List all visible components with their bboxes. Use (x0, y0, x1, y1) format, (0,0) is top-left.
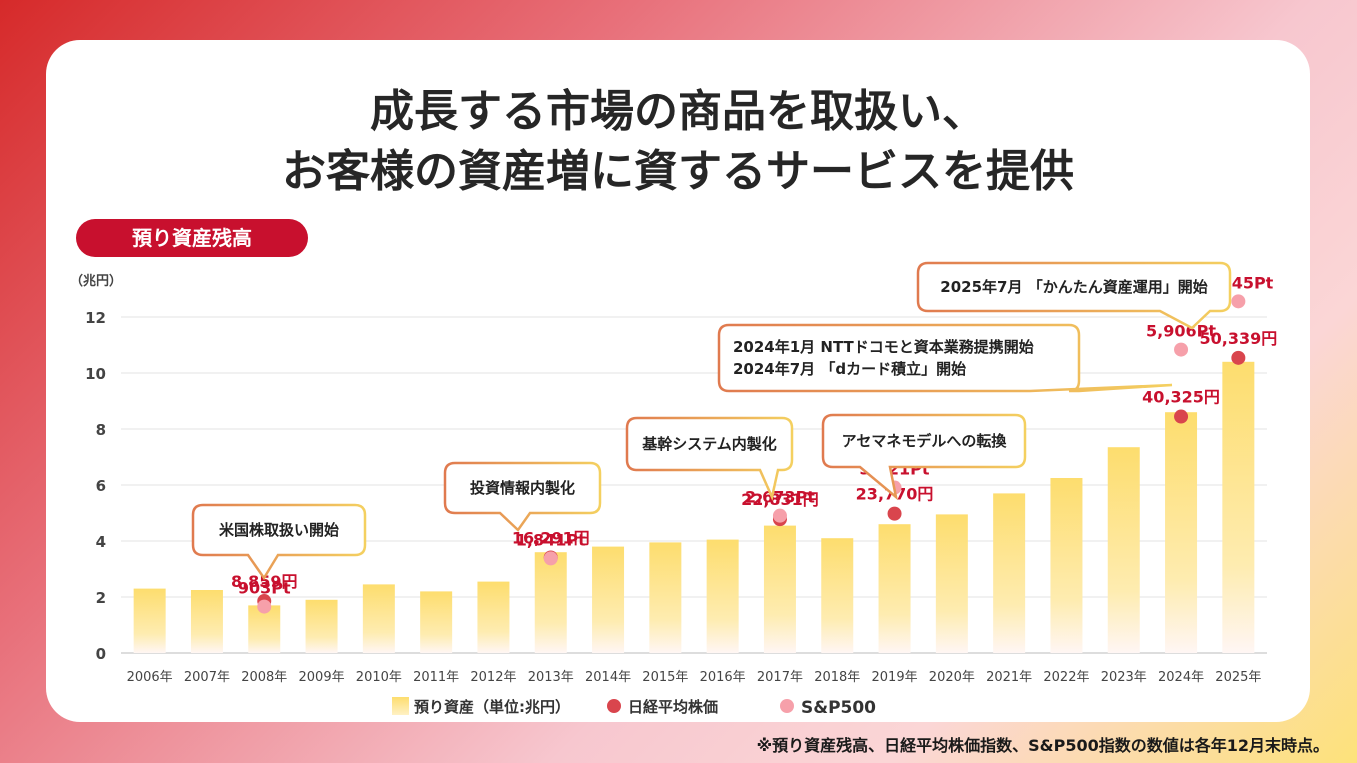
bar-2015年 (649, 542, 682, 653)
bar-2017年 (763, 525, 796, 653)
sp500-marker (772, 508, 787, 523)
bar-2025年 (1222, 361, 1255, 653)
title-line-1: 成長する市場の商品を取扱い、 (370, 86, 986, 137)
bar-2006年 (133, 588, 166, 653)
callout-box (625, 416, 794, 501)
x-tick-label: 2024年 (1158, 670, 1204, 685)
title-line-2: お客様の資産増に資するサービスを提供 (282, 146, 1074, 197)
bar-2010年 (362, 584, 395, 653)
callout-2025年: 2025年7月 「かんたん資産運用」開始 (916, 261, 1232, 330)
nikkei-label: 40,325円 (1142, 388, 1220, 407)
callout-text: 2024年7月 「dカード積立」開始 (733, 360, 966, 378)
bar-2020年 (935, 514, 968, 653)
bar-2007年 (190, 590, 223, 653)
callout-box (717, 323, 1173, 393)
sp500-label: 5,906Pt (1146, 322, 1216, 341)
callout-text: 基幹システム内製化 (641, 435, 777, 453)
y-tick-label: 6 (96, 477, 106, 495)
legend-sp500-swatch (780, 699, 794, 713)
nikkei-marker (1174, 409, 1189, 424)
bar-2023年 (1107, 447, 1140, 653)
sp500-label: 903Pt (238, 579, 291, 598)
bar-2022年 (1050, 478, 1083, 653)
callout-text: 2025年7月 「かんたん資産運用」開始 (940, 278, 1207, 296)
y-tick-label: 2 (96, 589, 106, 607)
nikkei-label: 50,339円 (1199, 329, 1277, 348)
callout-2008年: 米国株取扱い開始 (191, 503, 367, 581)
x-tick-label: 2010年 (356, 670, 402, 685)
x-tick-label: 2020年 (929, 670, 975, 685)
sp500-marker (257, 599, 272, 614)
bar-2019年 (878, 524, 911, 653)
callout-text: 2024年1月 NTTドコモと資本業務提携開始 (733, 338, 1034, 356)
callout-2013年: 投資情報内製化 (443, 461, 602, 532)
page-title: 成長する市場の商品を取扱い、 お客様の資産増に資するサービスを提供 (46, 82, 1310, 202)
y-tick-label: 8 (96, 421, 106, 439)
y-tick-label: 0 (96, 645, 106, 663)
x-tick-label: 2008年 (241, 670, 287, 685)
sp500-marker (1231, 294, 1246, 309)
bar-2021年 (993, 493, 1026, 653)
sp500-label: 1,841Pt (516, 530, 586, 549)
x-tick-label: 2007年 (184, 670, 230, 685)
y-tick-label: 4 (96, 533, 106, 551)
sp500-marker (543, 551, 558, 566)
legend-nikkei-label: 日経平均株価 (628, 698, 718, 716)
bar-2016年 (706, 539, 739, 653)
x-tick-label: 2022年 (1043, 670, 1089, 685)
callout-text: 米国株取扱い開始 (219, 521, 339, 539)
nikkei-label: 8,859円 (231, 572, 298, 591)
bar-2011年 (420, 591, 453, 653)
callout-box (821, 413, 1027, 501)
x-tick-label: 2021年 (986, 670, 1032, 685)
x-tick-label: 2014年 (585, 670, 631, 685)
legend-nikkei-swatch (607, 699, 621, 713)
y-tick-label: 10 (85, 365, 106, 383)
callout-box (443, 461, 602, 532)
y-axis-unit-label: （兆円） (70, 274, 123, 289)
x-tick-label: 2017年 (757, 670, 803, 685)
bar-2013年 (534, 552, 567, 653)
x-tick-label: 2025年 (1215, 670, 1261, 685)
nikkei-marker (887, 506, 902, 521)
nikkei-label: 16,291円 (512, 528, 590, 547)
y-tick-label: 12 (85, 309, 106, 327)
bar-2009年 (305, 599, 338, 653)
footnote: ※預り資産残高、日経平均株価指数、S&P500指数の数値は各年12月末時点。 (756, 736, 1329, 755)
x-tick-label: 2009年 (299, 670, 345, 685)
callout-2019年: アセマネモデルへの転換 (821, 413, 1027, 501)
x-tick-label: 2012年 (470, 670, 516, 685)
x-tick-label: 2019年 (872, 670, 918, 685)
bar-2024年 (1165, 412, 1198, 653)
x-tick-label: 2015年 (642, 670, 688, 685)
legend-bar-swatch (392, 697, 409, 715)
callout-text: アセマネモデルへの転換 (842, 432, 1008, 450)
bar-2014年 (592, 546, 625, 653)
callout-box (191, 503, 367, 581)
legend-bar-label: 預り資産（単位:兆円） (414, 698, 570, 716)
nikkei-marker (1231, 350, 1246, 365)
callout-box (916, 261, 1232, 330)
bar-2018年 (821, 538, 854, 653)
callout-text: 投資情報内製化 (470, 479, 575, 497)
nikkei-label: 22,831円 (741, 490, 819, 509)
x-tick-label: 2006年 (127, 670, 173, 685)
bar-2012年 (477, 581, 510, 653)
x-tick-label: 2018年 (814, 670, 860, 685)
x-tick-label: 2016年 (700, 670, 746, 685)
sp500-label: 2,673Pt (745, 488, 815, 507)
legend-sp500-label: S&P500 (801, 698, 876, 718)
callout-2024年: 2024年1月 NTTドコモと資本業務提携開始 2024年7月 「dカード積立」開… (717, 323, 1173, 393)
section-label: 預り資産残高 (76, 219, 308, 257)
x-tick-label: 2013年 (528, 670, 574, 685)
sp500-marker (1174, 342, 1189, 357)
callout-2017年: 基幹システム内製化 (625, 416, 794, 501)
x-tick-label: 2023年 (1101, 670, 1147, 685)
x-tick-label: 2011年 (413, 670, 459, 685)
